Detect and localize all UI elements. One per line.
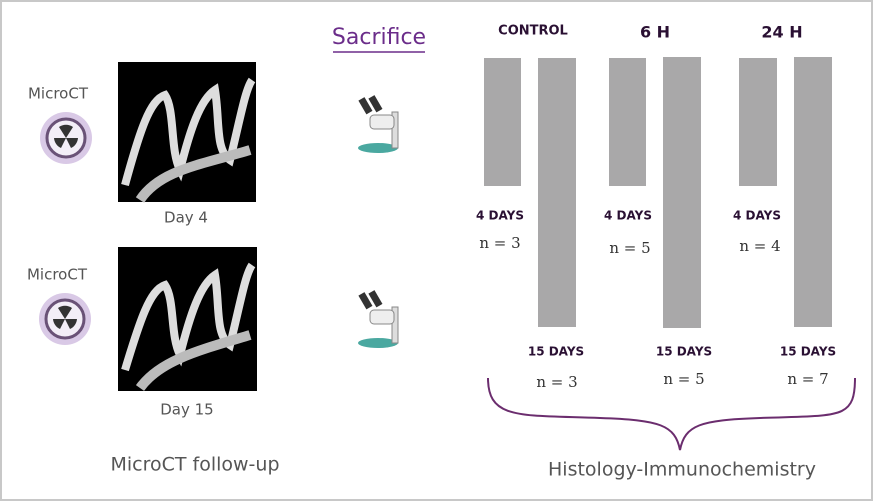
sacrifice-label: Sacrifice xyxy=(332,25,426,50)
short-n: n = 4 xyxy=(739,237,780,255)
long-label: 15 DAYS xyxy=(528,345,584,359)
long-n: n = 3 xyxy=(536,373,577,391)
short-bar xyxy=(484,58,521,186)
short-label: 4 DAYS xyxy=(604,209,652,223)
diagram: MicroCT Day 4 MicroCT Day 15 MicroCT fol… xyxy=(0,0,874,502)
day-label: Day 4 xyxy=(164,209,208,227)
radiation-icon xyxy=(40,112,92,164)
short-label: 4 DAYS xyxy=(476,209,524,223)
long-bar xyxy=(538,58,576,327)
short-n: n = 3 xyxy=(479,234,520,252)
long-n: n = 7 xyxy=(787,370,828,388)
long-label: 15 DAYS xyxy=(656,345,712,359)
group-title: 6 H xyxy=(640,23,670,42)
microct-label: MicroCT xyxy=(27,266,88,284)
group-title: CONTROL xyxy=(498,24,568,39)
long-bar xyxy=(794,57,832,327)
short-bar xyxy=(739,58,777,186)
long-bar xyxy=(663,57,701,328)
group-title: 24 H xyxy=(761,23,802,42)
short-n: n = 5 xyxy=(609,239,650,257)
long-label: 15 DAYS xyxy=(780,345,836,359)
caption: Histology-Immunochemistry xyxy=(548,459,816,481)
short-label: 4 DAYS xyxy=(733,209,781,223)
radiation-icon xyxy=(39,293,91,345)
ct-image xyxy=(118,62,256,202)
caption: MicroCT follow-up xyxy=(110,454,279,476)
microct-label: MicroCT xyxy=(28,85,89,103)
ct-image xyxy=(118,247,257,391)
long-n: n = 5 xyxy=(663,370,704,388)
day-label: Day 15 xyxy=(160,401,213,419)
short-bar xyxy=(609,58,646,186)
